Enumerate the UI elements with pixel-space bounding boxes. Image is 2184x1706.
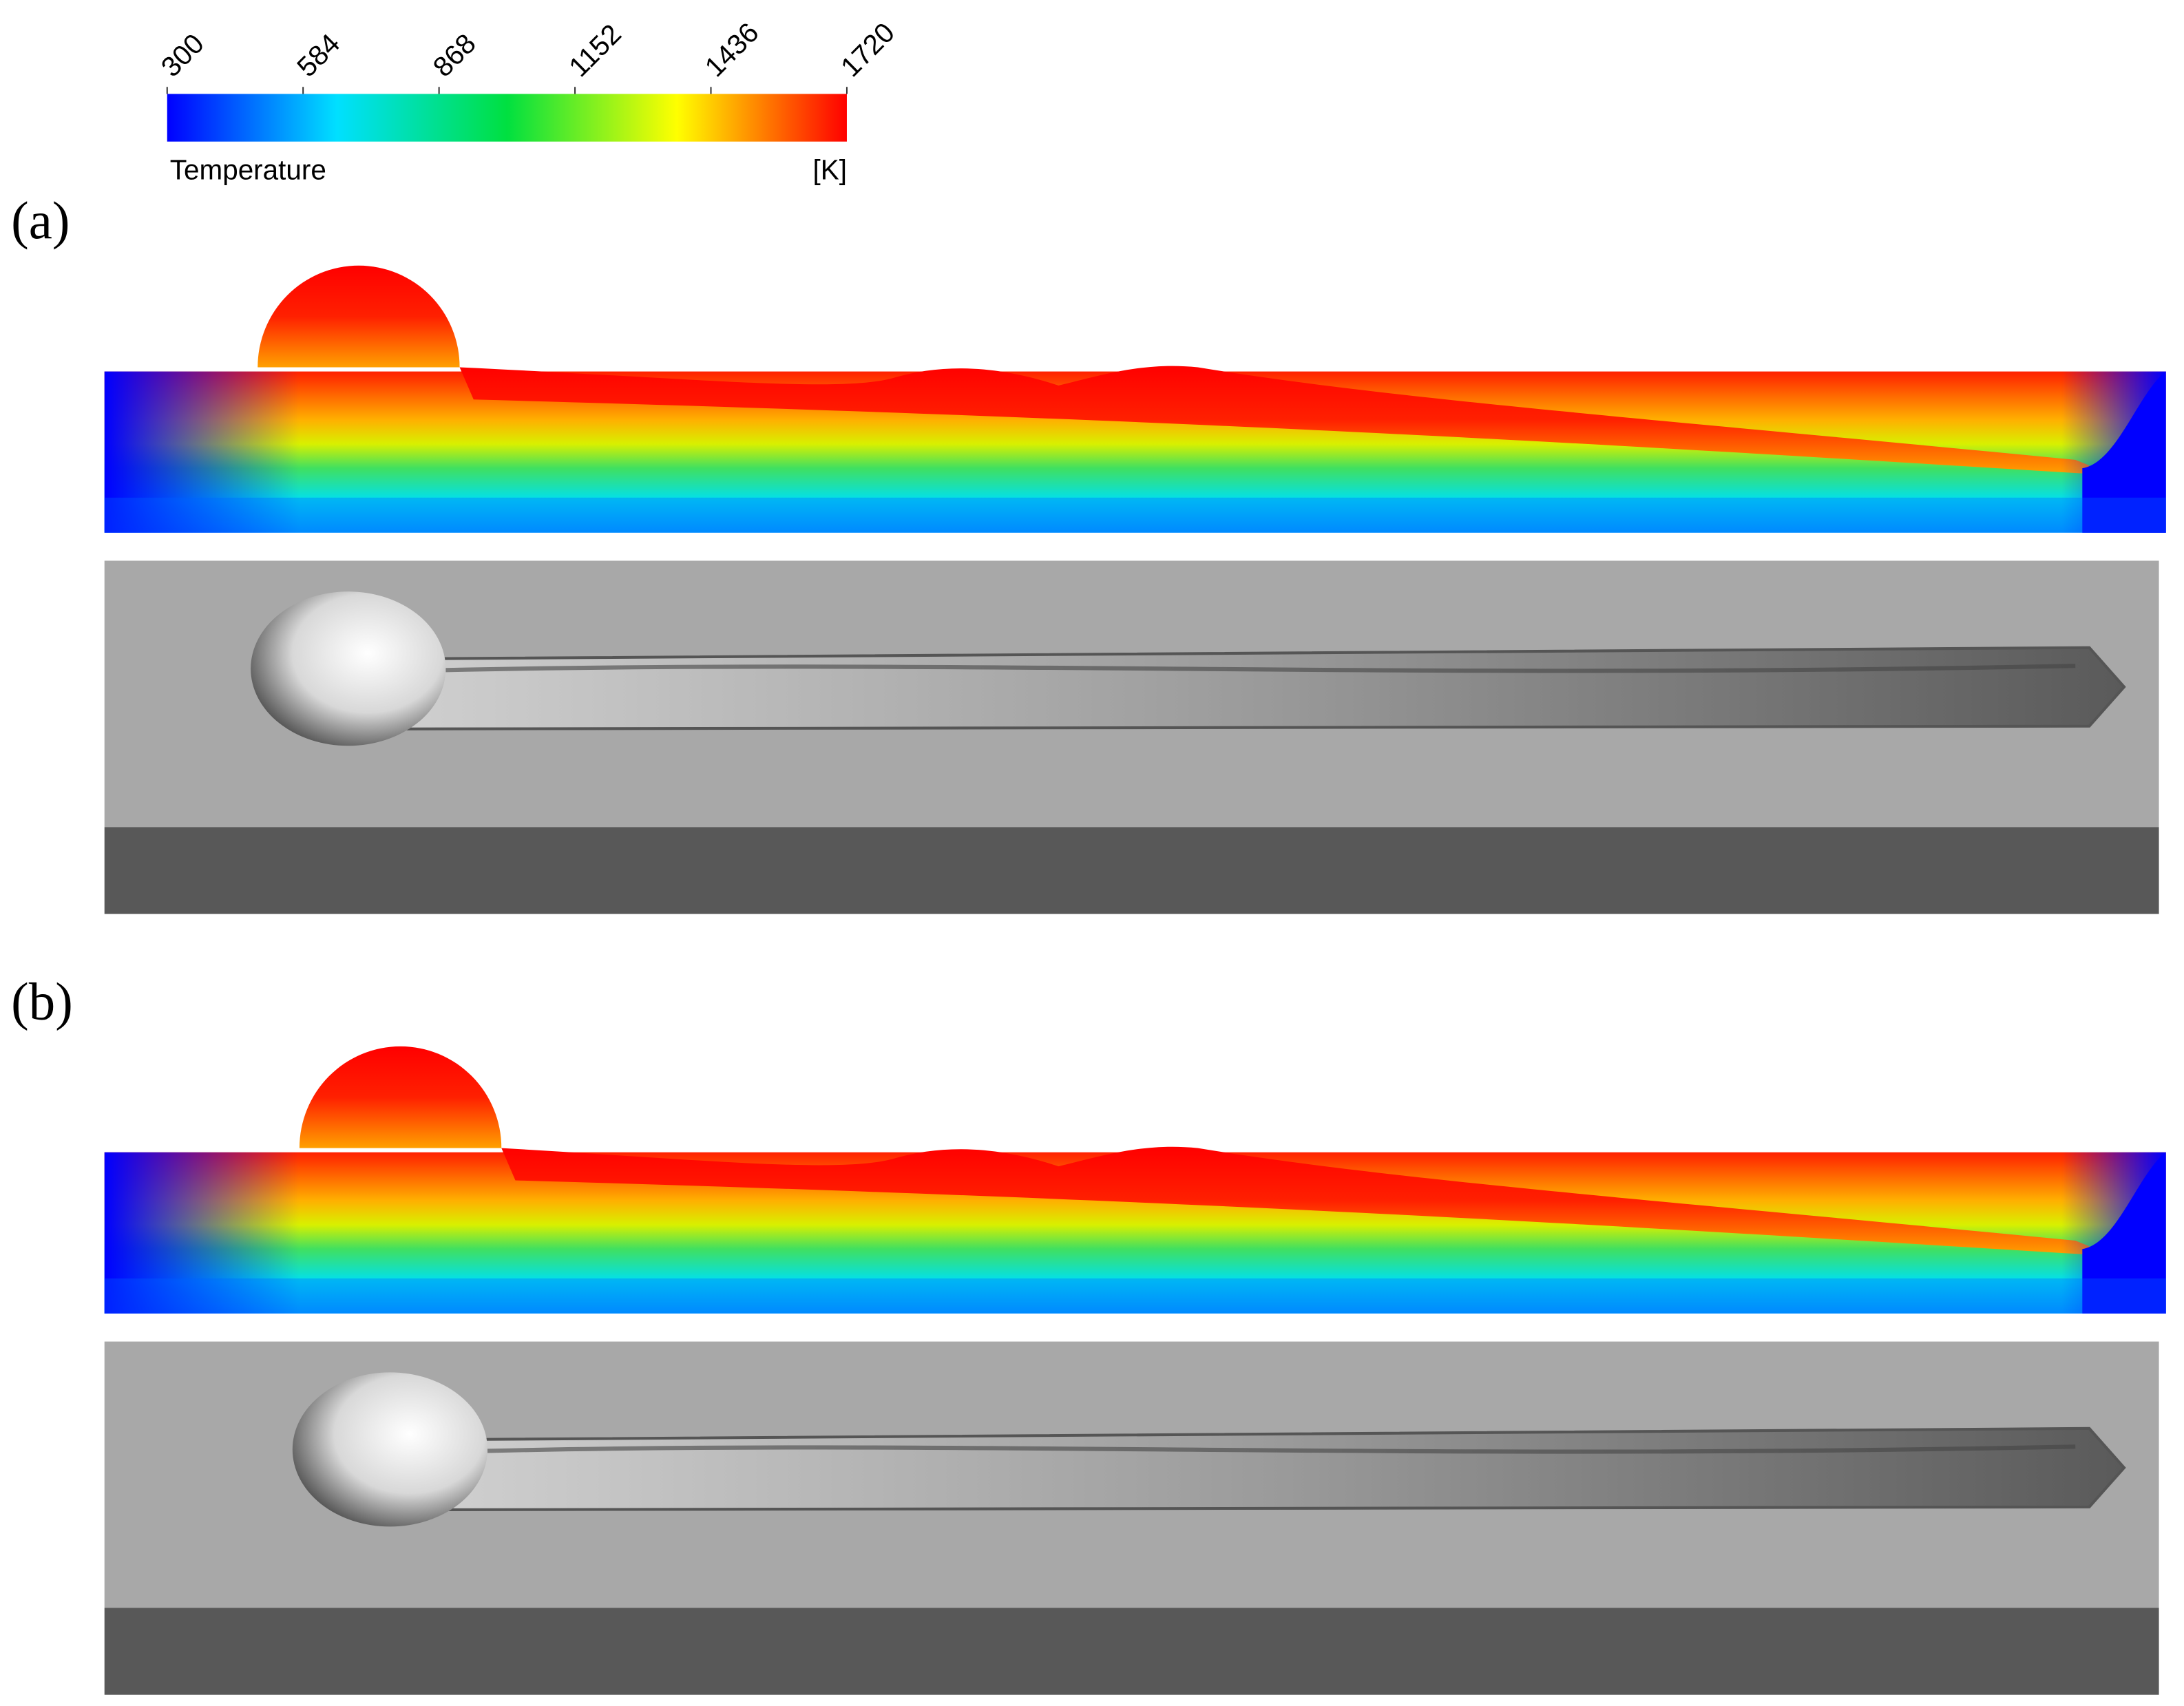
cold-base (104, 1278, 2166, 1314)
panel: (b) (11, 971, 2166, 1695)
panel-label: (b) (11, 971, 73, 1031)
droplet-top (292, 1372, 488, 1527)
track-shadow (445, 664, 2076, 673)
cold-base (104, 497, 2166, 533)
panel-label: (a) (11, 191, 70, 250)
track-shadow (487, 1444, 2076, 1454)
cold-left (104, 371, 300, 533)
melt-top (501, 1146, 2090, 1255)
substrate-side (104, 827, 2159, 914)
melt-top (459, 366, 2090, 474)
colorbar-tick-label: 1436 (699, 17, 765, 83)
colorbar-tick-label: 1720 (834, 17, 901, 83)
droplet (258, 265, 460, 368)
cold-wall (2082, 1152, 2166, 1314)
colorbar-tick-label: 1152 (563, 18, 627, 83)
cold-wall (2082, 371, 2166, 533)
colorbar-tick-label: 300 (155, 28, 210, 83)
colorbar (167, 94, 847, 142)
colorbar-label: Temperature (170, 154, 326, 186)
colorbar-unit: [K] (812, 154, 846, 186)
droplet-top (251, 591, 446, 746)
colorbar-tick-label: 584 (291, 28, 346, 83)
substrate-side (104, 1608, 2159, 1695)
panel: (a) (11, 191, 2166, 914)
track (402, 646, 2126, 730)
track (444, 1426, 2126, 1511)
colorbar-tick-label: 868 (427, 28, 482, 83)
cold-left (104, 1152, 300, 1314)
droplet (299, 1046, 502, 1148)
